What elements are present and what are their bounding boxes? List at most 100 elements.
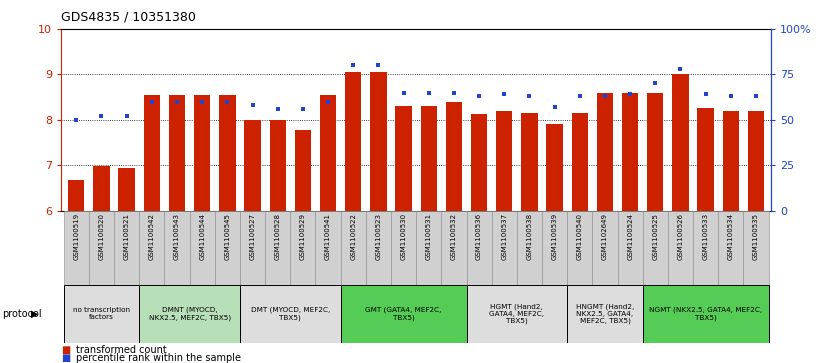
Text: no transcription
factors: no transcription factors bbox=[73, 307, 130, 321]
Bar bbox=[492, 211, 517, 285]
Text: GSM1100521: GSM1100521 bbox=[124, 213, 130, 260]
Text: GSM1100534: GSM1100534 bbox=[728, 213, 734, 260]
Bar bbox=[446, 102, 462, 211]
Bar bbox=[723, 111, 739, 211]
Bar bbox=[340, 285, 467, 343]
Text: GSM1100543: GSM1100543 bbox=[174, 213, 180, 260]
Bar bbox=[618, 211, 643, 285]
Text: ■: ■ bbox=[61, 345, 70, 355]
Text: ▶: ▶ bbox=[31, 309, 38, 319]
Bar bbox=[643, 285, 769, 343]
Bar bbox=[572, 113, 588, 211]
Bar bbox=[647, 93, 663, 211]
Bar bbox=[420, 106, 437, 211]
Bar bbox=[93, 166, 109, 211]
Text: GSM1100532: GSM1100532 bbox=[451, 213, 457, 260]
Bar bbox=[743, 211, 769, 285]
Bar bbox=[194, 95, 211, 211]
Text: GSM1100533: GSM1100533 bbox=[703, 213, 708, 260]
Bar bbox=[64, 285, 140, 343]
Bar bbox=[567, 211, 592, 285]
Text: GSM1100520: GSM1100520 bbox=[99, 213, 104, 260]
Bar bbox=[290, 211, 316, 285]
Text: DMT (MYOCD, MEF2C,
TBX5): DMT (MYOCD, MEF2C, TBX5) bbox=[251, 307, 330, 321]
Bar bbox=[295, 130, 311, 211]
Bar bbox=[521, 113, 538, 211]
Text: protocol: protocol bbox=[2, 309, 42, 319]
Text: HNGMT (Hand2,
NKX2.5, GATA4,
MEF2C, TBX5): HNGMT (Hand2, NKX2.5, GATA4, MEF2C, TBX5… bbox=[576, 303, 634, 325]
Text: GSM1100526: GSM1100526 bbox=[677, 213, 684, 260]
Bar bbox=[668, 211, 693, 285]
Bar bbox=[672, 74, 689, 211]
Bar bbox=[467, 211, 492, 285]
Text: GSM1100528: GSM1100528 bbox=[275, 213, 281, 260]
Bar bbox=[114, 211, 140, 285]
Bar bbox=[366, 211, 391, 285]
Text: DMNT (MYOCD,
NKX2.5, MEF2C, TBX5): DMNT (MYOCD, NKX2.5, MEF2C, TBX5) bbox=[149, 307, 231, 321]
Bar bbox=[269, 120, 286, 211]
Text: GSM1100540: GSM1100540 bbox=[577, 213, 583, 260]
Text: percentile rank within the sample: percentile rank within the sample bbox=[76, 352, 241, 363]
Bar bbox=[547, 124, 563, 211]
Bar bbox=[471, 114, 487, 211]
Bar bbox=[140, 285, 240, 343]
Text: GSM1100542: GSM1100542 bbox=[149, 213, 155, 260]
Text: GSM1100519: GSM1100519 bbox=[73, 213, 79, 260]
Bar bbox=[340, 211, 366, 285]
Text: GSM1100541: GSM1100541 bbox=[325, 213, 331, 260]
Bar bbox=[240, 211, 265, 285]
Bar bbox=[391, 211, 416, 285]
Bar bbox=[118, 168, 135, 211]
Bar bbox=[370, 72, 387, 211]
Text: GSM1100527: GSM1100527 bbox=[250, 213, 255, 260]
Bar bbox=[718, 211, 743, 285]
Bar bbox=[747, 111, 765, 211]
Bar bbox=[596, 93, 613, 211]
Bar bbox=[320, 95, 336, 211]
Bar bbox=[89, 211, 114, 285]
Bar bbox=[622, 93, 638, 211]
Text: GSM1100545: GSM1100545 bbox=[224, 213, 230, 260]
Bar bbox=[441, 211, 467, 285]
Text: GSM1100536: GSM1100536 bbox=[476, 213, 482, 260]
Bar bbox=[220, 95, 236, 211]
Bar bbox=[164, 211, 189, 285]
Bar bbox=[643, 211, 668, 285]
Text: GSM1100538: GSM1100538 bbox=[526, 213, 533, 260]
Text: GSM1100529: GSM1100529 bbox=[299, 213, 306, 260]
Text: GMT (GATA4, MEF2C,
TBX5): GMT (GATA4, MEF2C, TBX5) bbox=[366, 307, 441, 321]
Bar bbox=[316, 211, 340, 285]
Text: transformed count: transformed count bbox=[76, 345, 166, 355]
Bar bbox=[416, 211, 441, 285]
Bar bbox=[140, 211, 164, 285]
Bar bbox=[698, 109, 714, 211]
Bar bbox=[467, 285, 567, 343]
Text: GSM1100537: GSM1100537 bbox=[501, 213, 508, 260]
Text: GSM1100531: GSM1100531 bbox=[426, 213, 432, 260]
Bar bbox=[244, 120, 260, 211]
Bar bbox=[265, 211, 290, 285]
Bar bbox=[240, 285, 340, 343]
Text: GSM1100525: GSM1100525 bbox=[652, 213, 659, 260]
Bar bbox=[169, 95, 185, 211]
Bar bbox=[189, 211, 215, 285]
Text: GSM1100524: GSM1100524 bbox=[628, 213, 633, 260]
Text: GSM1100522: GSM1100522 bbox=[350, 213, 357, 260]
Bar bbox=[64, 211, 89, 285]
Bar bbox=[517, 211, 542, 285]
Bar bbox=[542, 211, 567, 285]
Text: GSM1100535: GSM1100535 bbox=[753, 213, 759, 260]
Bar bbox=[496, 111, 512, 211]
Text: NGMT (NKX2.5, GATA4, MEF2C,
TBX5): NGMT (NKX2.5, GATA4, MEF2C, TBX5) bbox=[649, 307, 762, 321]
Text: GSM1100539: GSM1100539 bbox=[552, 213, 557, 260]
Text: GSM1100523: GSM1100523 bbox=[375, 213, 381, 260]
Bar bbox=[567, 285, 643, 343]
Text: GSM1100530: GSM1100530 bbox=[401, 213, 406, 260]
Bar bbox=[693, 211, 718, 285]
Bar bbox=[68, 180, 85, 211]
Text: GSM1100544: GSM1100544 bbox=[199, 213, 205, 260]
Text: GSM1102649: GSM1102649 bbox=[602, 213, 608, 260]
Bar bbox=[144, 95, 160, 211]
Bar bbox=[345, 72, 361, 211]
Text: GDS4835 / 10351380: GDS4835 / 10351380 bbox=[61, 11, 196, 24]
